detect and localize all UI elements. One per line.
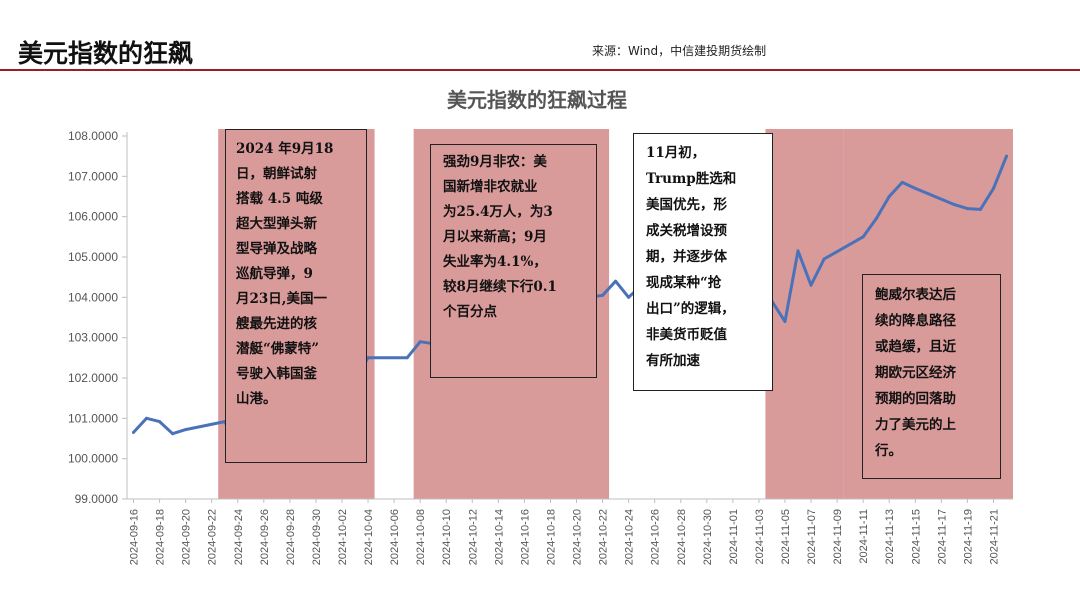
title-divider <box>0 69 1080 71</box>
x-tick-label: 2024-10-22 <box>598 509 610 565</box>
data-point <box>887 195 891 198</box>
x-tick-label: 2024-09-20 <box>181 509 193 565</box>
data-point <box>992 186 995 190</box>
data-point <box>809 283 813 287</box>
data-point <box>874 217 878 221</box>
y-tick-label: 100.0000 <box>68 452 118 466</box>
annotation-text-1: 2024 年9月18 日，朝鲜试射 搭载 4.5 吨级 超大型弹头新 型导弹及战… <box>236 141 334 407</box>
x-tick-label: 2024-11-07 <box>806 509 818 564</box>
data-point <box>978 207 982 211</box>
y-tick-label: 106.0000 <box>68 210 118 224</box>
x-tick-label: 2024-10-04 <box>363 509 375 565</box>
annotation-box-2: 强劲9月非农：美 国新增非农就业 为25.4万人，为3 月以来新高；9月 失业率… <box>430 144 597 378</box>
y-tick-label: 103.0000 <box>68 331 118 345</box>
x-tick-label: 2024-10-28 <box>676 509 688 565</box>
x-tick-label: 2024-11-01 <box>728 509 740 564</box>
x-tick-label: 2024-10-06 <box>389 509 401 565</box>
x-tick-label: 2024-09-16 <box>129 509 141 565</box>
x-tick-label: 2024-09-30 <box>311 509 323 565</box>
x-tick-label: 2024-10-12 <box>467 509 479 565</box>
data-point <box>965 207 969 211</box>
data-point <box>861 235 865 239</box>
data-point <box>601 293 605 297</box>
y-tick-label: 99.0000 <box>75 492 119 506</box>
x-tick-label: 2024-11-13 <box>884 509 896 564</box>
y-tick-label: 102.0000 <box>68 371 118 385</box>
x-tick-label: 2024-09-22 <box>207 509 219 565</box>
x-tick-label: 2024-11-21 <box>988 509 1000 564</box>
annotation-box-1: 2024 年9月18 日，朝鲜试射 搭载 4.5 吨级 超大型弹头新 型导弹及战… <box>225 129 367 463</box>
data-point <box>614 279 618 283</box>
x-axis-ticks: 2024-09-16 2024-09-18 2024-09-20 2024-09-22… <box>129 499 1000 565</box>
annotation-box-3: 11月初， Trump胜选和 美国优先，形 成关税增设预 期，并逐步体 现成某种… <box>633 133 773 391</box>
x-tick-label: 2024-10-24 <box>624 509 636 565</box>
chart-title: 美元指数的狂飙过程 <box>447 88 627 112</box>
data-point <box>405 356 409 360</box>
data-point <box>145 416 148 420</box>
data-point <box>1005 154 1008 158</box>
source-note: 来源：Wind，中信建投期货绘制 <box>592 44 767 58</box>
x-tick-label: 2024-11-09 <box>832 509 844 564</box>
y-tick-label: 101.0000 <box>68 411 118 425</box>
data-point <box>913 186 917 190</box>
annotation-text-3: 11月初， Trump胜选和 美国优先，形 成关税增设预 期，并逐步体 现成某种… <box>646 145 737 369</box>
shaded-period-3 <box>765 129 844 499</box>
data-point <box>952 203 956 207</box>
data-point <box>822 257 826 261</box>
x-tick-label: 2024-11-19 <box>962 509 974 564</box>
annotation-box-4: 鲍威尔表达后 续的降息路径 或趋缓，且近 期欧元区经济 预期的回落助 力了美元的… <box>862 274 1001 479</box>
x-tick-label: 2024-10-20 <box>572 509 584 565</box>
annotation-text-2: 强劲9月非农：美 国新增非农就业 为25.4万人，为3 月以来新高；9月 失业率… <box>443 154 557 320</box>
data-point <box>418 340 422 344</box>
y-axis-ticks: 99.0000 100.0000 101.0000 102.0000 103.0000 1… <box>68 129 127 506</box>
x-tick-label: 2024-10-26 <box>650 509 662 565</box>
data-point <box>900 180 904 184</box>
x-tick-label: 2024-11-03 <box>754 509 766 564</box>
x-tick-label: 2024-09-24 <box>233 509 245 565</box>
data-point <box>132 430 135 434</box>
data-point <box>366 356 370 360</box>
y-tick-label: 104.0000 <box>68 290 118 304</box>
y-tick-label: 105.0000 <box>68 250 118 264</box>
data-point <box>171 432 175 436</box>
data-point <box>796 249 800 253</box>
data-point <box>627 295 631 299</box>
x-tick-label: 2024-11-05 <box>780 509 792 564</box>
x-tick-label: 2024-10-18 <box>545 509 557 565</box>
page-title: 美元指数的狂飙 <box>18 39 194 68</box>
x-tick-label: 2024-10-02 <box>337 509 349 565</box>
annotation-text-4: 鲍威尔表达后 续的降息路径 或趋缓，且近 期欧元区经济 预期的回落助 力了美元的… <box>875 287 956 459</box>
x-tick-label: 2024-10-30 <box>702 509 714 565</box>
data-point <box>783 320 787 323</box>
x-tick-label: 2024-10-08 <box>415 509 427 565</box>
x-tick-label: 2024-09-28 <box>285 509 297 565</box>
y-tick-label: 108.0000 <box>68 129 118 143</box>
x-tick-label: 2024-11-15 <box>910 509 922 564</box>
x-tick-label: 2024-10-10 <box>441 509 453 565</box>
axes <box>126 132 1013 500</box>
data-point <box>158 420 162 424</box>
data-point <box>184 428 188 432</box>
x-tick-label: 2024-11-11 <box>858 509 870 564</box>
x-tick-label: 2024-09-26 <box>259 509 271 565</box>
y-tick-label: 107.0000 <box>68 169 118 183</box>
x-tick-label: 2024-11-17 <box>936 509 948 564</box>
x-tick-label: 2024-09-18 <box>155 509 167 565</box>
x-tick-label: 2024-10-14 <box>493 509 505 565</box>
x-tick-label: 2024-10-16 <box>519 509 531 565</box>
